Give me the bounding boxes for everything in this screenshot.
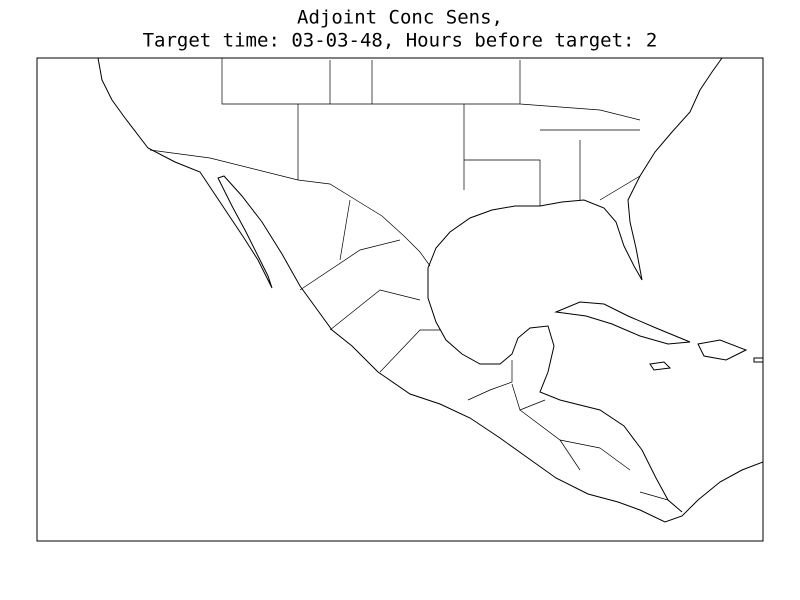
title-line-2: Target time: 03-03-48, Hours before targ…: [143, 30, 658, 52]
us-mexico-border: [149, 149, 431, 267]
central-america-borders: [467, 360, 669, 501]
us-states: [221, 58, 641, 206]
jamaica: [649, 361, 672, 371]
coastlines: [97, 57, 764, 523]
gulf-coast: [427, 57, 723, 513]
cuba: [554, 301, 691, 345]
title-line-1: Adjoint Conc Sens,: [297, 7, 503, 29]
map-frame: [36, 57, 764, 542]
mexico-states: [299, 199, 440, 373]
puerto-rico: [753, 357, 764, 363]
pacific-coast: [97, 57, 764, 523]
hispaniola: [697, 339, 748, 361]
borders: [149, 58, 669, 501]
